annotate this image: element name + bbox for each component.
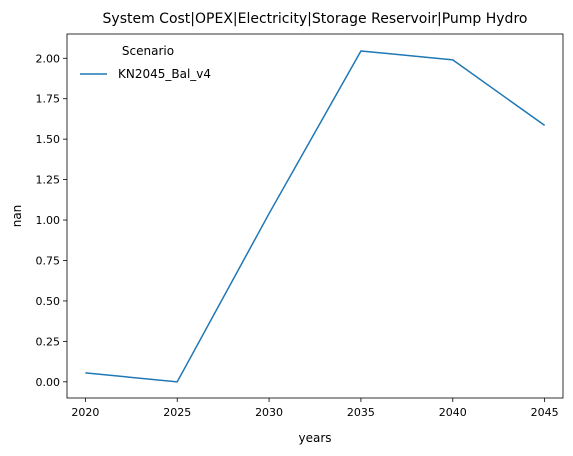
y-tick-label-5: 1.25	[36, 174, 61, 187]
x-tick-label-2025: 2025	[163, 406, 191, 419]
y-tick-label-8: 2.00	[36, 52, 61, 65]
y-axis-label: nan	[10, 205, 24, 228]
y-tick-label-6: 1.50	[36, 133, 61, 146]
x-tick-label-2020: 2020	[71, 406, 99, 419]
x-tick-label-2030: 2030	[255, 406, 283, 419]
y-tick-label-0: 0.00	[36, 376, 61, 389]
series-layer	[85, 50, 546, 383]
y-tick-label-3: 0.75	[36, 254, 61, 267]
y-tick-label-1: 0.25	[36, 335, 61, 348]
x-tick-label-2035: 2035	[347, 406, 375, 419]
plot-area	[66, 33, 564, 399]
legend: Scenario KN2045_Bal_v4	[80, 44, 211, 81]
y-axis: 0.00 0.25 0.50 0.75 1.00 1.25 1.50 1.75 2.00	[36, 52, 67, 389]
x-tick-label-2045: 2045	[531, 406, 559, 419]
x-tick-label-2040: 2040	[439, 406, 467, 419]
series-line-0	[85, 50, 546, 383]
y-tick-label-7: 1.75	[36, 93, 61, 106]
chart-title: System Cost|OPEX|Electricity|Storage Res…	[103, 11, 528, 27]
legend-label-kn2045-bal-v4: KN2045_Bal_v4	[118, 67, 211, 81]
y-tick-label-2: 0.50	[36, 295, 61, 308]
legend-title: Scenario	[122, 44, 174, 58]
y-tick-label-4: 1.00	[36, 214, 61, 227]
x-axis: 2020 2025 2030 2035 2040 2045	[71, 398, 559, 419]
x-axis-label: years	[298, 431, 331, 445]
